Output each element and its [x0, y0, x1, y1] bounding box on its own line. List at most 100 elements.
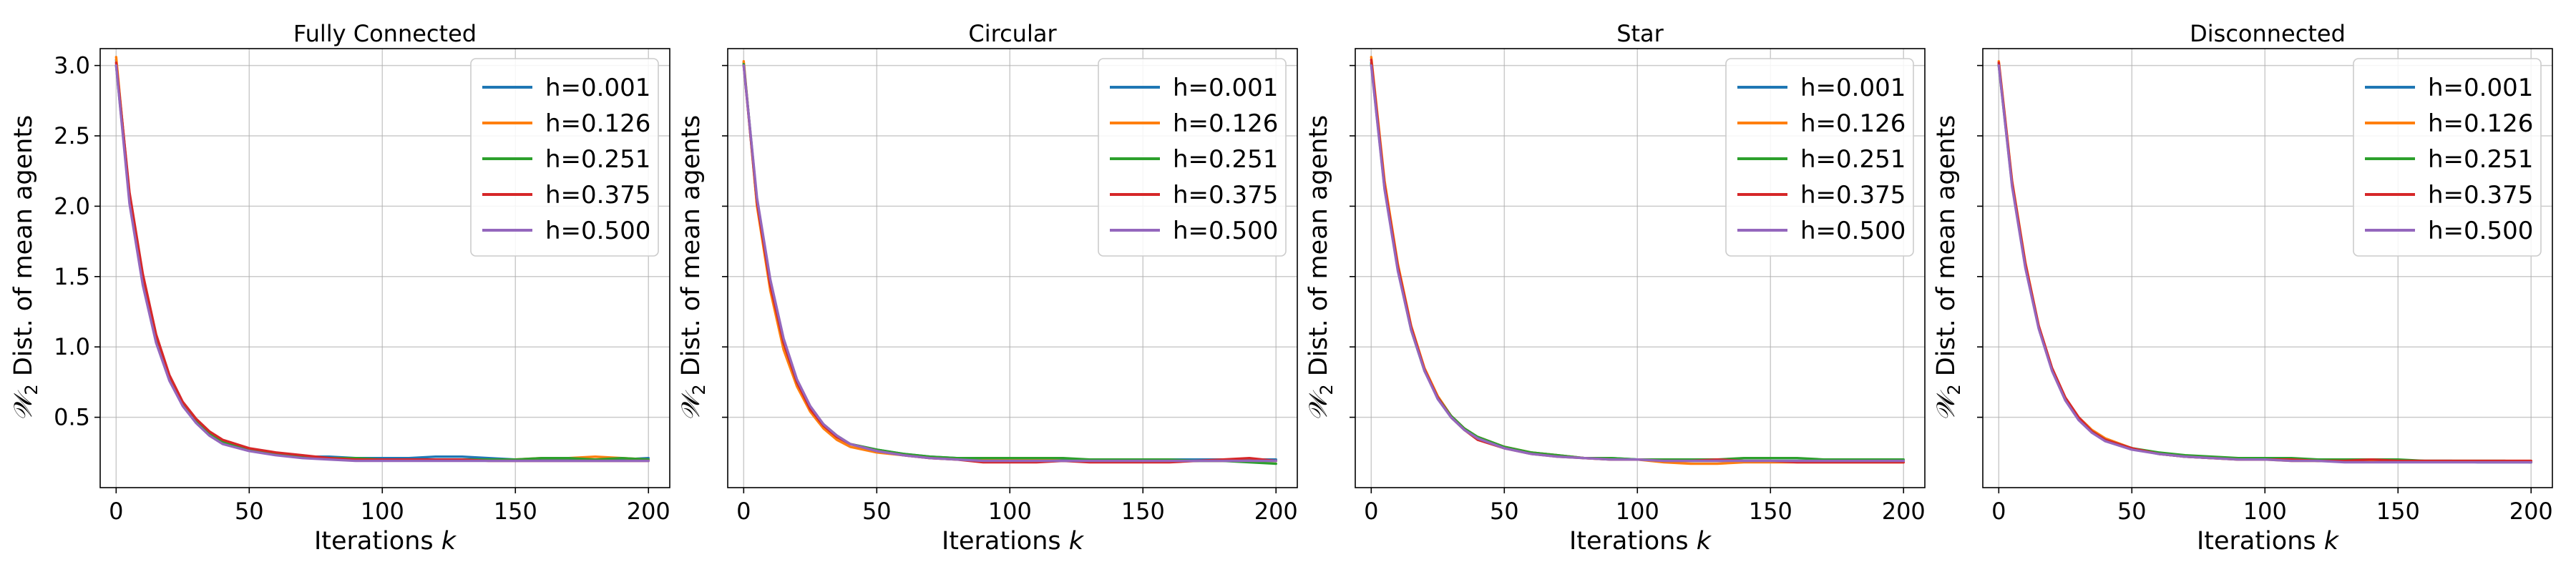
y-axis-label-space [677, 376, 706, 384]
legend-label: h=0.251 [1173, 145, 1278, 174]
y-tick-label: 1.5 [54, 263, 90, 290]
x-tick-label: 50 [862, 498, 892, 525]
legend-label: h=0.375 [2428, 181, 2533, 209]
x-tick-label: 100 [1616, 498, 1659, 525]
x-axis-label-word: Iterations [942, 527, 1069, 556]
y-axis-label-text: Dist. of mean agents [1304, 115, 1333, 376]
y-tick-label: 1.0 [54, 333, 90, 360]
panel-title: Fully Connected [293, 20, 477, 47]
x-tick-label: 150 [2376, 498, 2420, 525]
x-axis-label-word: Iterations [2197, 527, 2324, 556]
x-axis-label-variable: k [2324, 527, 2340, 556]
axes-frame [1355, 48, 1926, 488]
legend-label: h=0.375 [545, 181, 650, 209]
axes-frame [727, 48, 1298, 488]
legend: h=0.001 h=0.126 h=0.251 h=0.375 h=0.500 [2353, 58, 2542, 257]
x-tick-label: 150 [494, 498, 537, 525]
x-tick-label: 0 [109, 498, 123, 525]
x-tick-label: 50 [235, 498, 264, 525]
legend-label: h=0.126 [2428, 109, 2533, 138]
x-tick-label: 150 [1749, 498, 1792, 525]
x-tick-label: 50 [1490, 498, 1519, 525]
x-axis-label-variable: k [1069, 527, 1085, 556]
x-tick-label: 100 [988, 498, 1032, 525]
panel-title: Circular [968, 20, 1057, 47]
legend-box [1098, 58, 1287, 257]
legend: h=0.001 h=0.126 h=0.251 h=0.375 h=0.500 [470, 58, 659, 257]
x-axis-label-variable: k [441, 527, 457, 556]
legend-label: h=0.001 [2428, 74, 2533, 102]
y-axis-label-symbol: 𝒲 [1932, 390, 1961, 421]
y-axis-label-symbol: 𝒲 [677, 390, 706, 421]
axes-frame [99, 48, 670, 488]
legend-label: h=0.500 [1800, 217, 1906, 245]
x-axis-label-word: Iterations [314, 527, 441, 556]
y-tick-label: 2.0 [54, 192, 90, 220]
y-axis-label: 𝒲2 Dist. of mean agents [9, 115, 42, 422]
y-axis-label-space [9, 376, 38, 384]
y-axis-label-subscript: 2 [1944, 384, 1964, 395]
y-axis-label: 𝒲2 Dist. of mean agents [1932, 115, 1964, 422]
legend-label: h=0.001 [1800, 74, 1906, 102]
x-tick-label: 200 [1882, 498, 1926, 525]
legend-label: h=0.500 [1173, 217, 1278, 245]
series-line-h=0.500 [1370, 64, 1905, 463]
chart-panel-2: 0 50 100 150 200 Circular Iterations k 𝒲2 Dist.… [677, 20, 1298, 556]
chart-panel-1: 0 50 100 150 200 0.5 1.0 1.5 2.0 2.5 3.0 Fully Conn… [9, 20, 670, 556]
y-axis-label-text: Dist. of mean agents [677, 115, 706, 376]
legend-box [470, 58, 659, 257]
x-tick-label: 200 [1254, 498, 1298, 525]
legend-label: h=0.251 [2428, 145, 2533, 174]
legend-label: h=0.375 [1800, 181, 1906, 209]
legend-label: h=0.126 [1800, 109, 1906, 138]
chart-panel-3: 0 50 100 150 200 Star Iterations k 𝒲2 Dist. of … [1304, 20, 1926, 556]
x-axis-label: Iterations k [942, 527, 1085, 556]
y-tick-label: 3.0 [54, 52, 90, 79]
legend: h=0.001 h=0.126 h=0.251 h=0.375 h=0.500 [1098, 58, 1287, 257]
legend: h=0.001 h=0.126 h=0.251 h=0.375 h=0.500 [1725, 58, 1914, 257]
x-tick-label: 150 [1121, 498, 1165, 525]
legend-label: h=0.001 [1173, 74, 1278, 102]
series-line-h=0.500 [742, 64, 1277, 463]
legend-label: h=0.500 [545, 217, 650, 245]
axes-frame [1982, 48, 2553, 488]
legend-label: h=0.251 [1800, 145, 1906, 174]
x-tick-label: 0 [1364, 498, 1378, 525]
chart-panel-4: 0 50 100 150 200 Disconnected Iterations k 𝒲2 D… [1932, 20, 2553, 556]
x-axis-label: Iterations k [2197, 527, 2340, 556]
series-line-h=0.500 [114, 64, 650, 463]
legend-label: h=0.126 [545, 109, 650, 138]
series-lines [1997, 60, 2532, 464]
y-axis-label-space [1304, 376, 1333, 384]
x-axis-label: Iterations k [1569, 527, 1712, 556]
series-lines [1370, 56, 1905, 465]
legend-label: h=0.001 [545, 74, 650, 102]
y-axis-label-text: Dist. of mean agents [9, 115, 38, 376]
y-axis-label: 𝒲2 Dist. of mean agents [1304, 115, 1337, 422]
x-tick-label: 0 [736, 498, 751, 525]
y-axis-label-symbol: 𝒲 [9, 390, 38, 421]
x-tick-label: 100 [2243, 498, 2287, 525]
y-axis-label-subscript: 2 [1317, 384, 1337, 395]
panel-title: Disconnected [2190, 20, 2346, 47]
x-tick-label: 200 [2509, 498, 2553, 525]
series-lines [742, 60, 1277, 465]
legend-box [1725, 58, 1914, 257]
legend-box [2353, 58, 2542, 257]
series-line-h=0.500 [1997, 64, 2532, 464]
legend-label: h=0.251 [545, 145, 650, 174]
x-tick-label: 0 [1991, 498, 2006, 525]
y-axis-label-subscript: 2 [21, 384, 42, 395]
x-axis-label-word: Iterations [1569, 527, 1697, 556]
y-axis-label-text: Dist. of mean agents [1932, 115, 1961, 376]
x-tick-label: 50 [2117, 498, 2147, 525]
x-axis-label-variable: k [1697, 527, 1712, 556]
x-tick-label: 200 [627, 498, 670, 525]
y-axis-label: 𝒲2 Dist. of mean agents [677, 115, 709, 422]
legend-label: h=0.375 [1173, 181, 1278, 209]
legend-label: h=0.500 [2428, 217, 2533, 245]
y-tick-label: 2.5 [54, 122, 90, 149]
panel-title: Star [1616, 20, 1664, 47]
y-tick-label: 0.5 [54, 404, 90, 431]
